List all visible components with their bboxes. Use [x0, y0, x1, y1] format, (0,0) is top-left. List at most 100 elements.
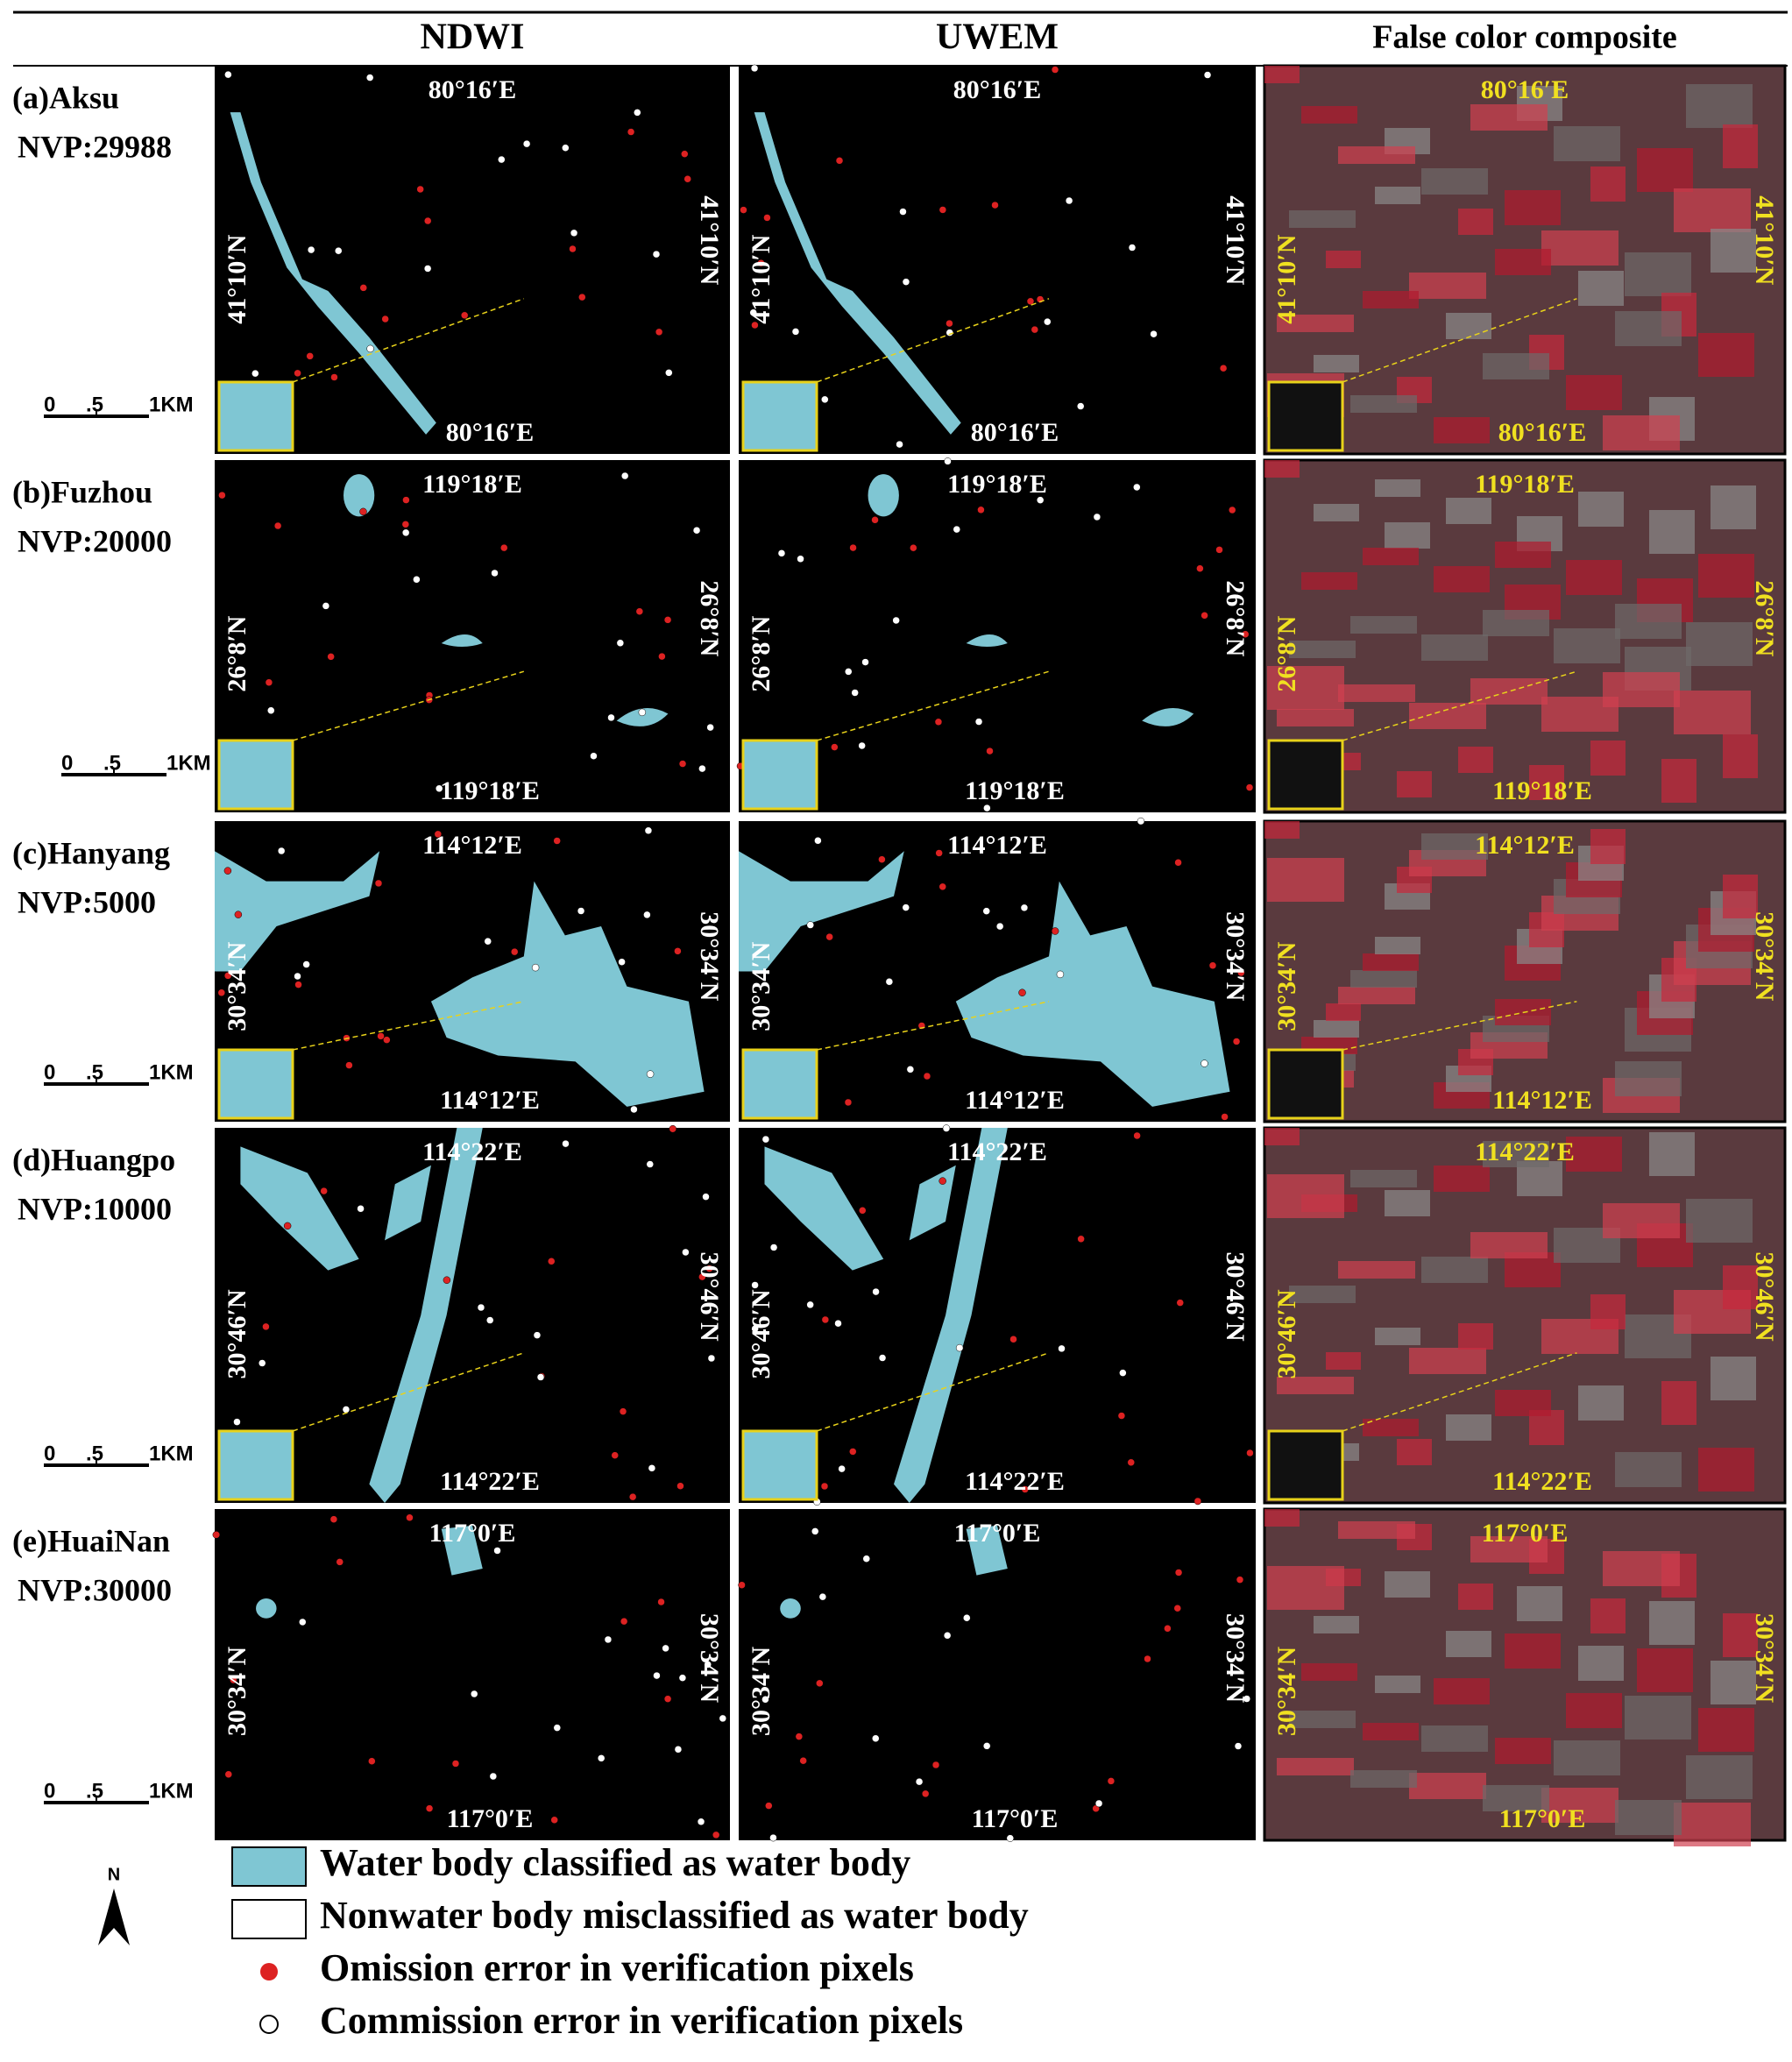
- lat-label-right: 41°10′N: [695, 195, 724, 285]
- fcc-patch: [1517, 1586, 1562, 1621]
- commission-dot: [357, 1205, 365, 1213]
- commission-dot: [493, 1547, 501, 1555]
- fcc-patch: [1649, 1132, 1695, 1176]
- fcc-patch: [1421, 168, 1488, 195]
- commission-dot: [616, 639, 625, 648]
- commission-dot: [692, 526, 701, 535]
- fcc-patch: [1686, 622, 1753, 666]
- fcc-patch: [1314, 1020, 1359, 1038]
- omission-dot: [674, 947, 682, 955]
- fcc-patch: [1277, 709, 1354, 726]
- omission-dot: [663, 616, 672, 624]
- fcc-patch: [1554, 126, 1620, 161]
- commission-dot: [662, 1644, 669, 1653]
- fcc-patch: [1649, 510, 1695, 554]
- inset-leader: [816, 670, 1050, 741]
- commission-dot: [1241, 630, 1250, 638]
- commission-dot: [643, 911, 651, 919]
- commission-dot: [590, 752, 598, 760]
- commission-dot: [806, 1300, 814, 1309]
- omission-dot: [425, 1804, 434, 1812]
- omission-dot: [443, 1276, 451, 1284]
- lat-label-left: 30°46′N: [223, 1289, 251, 1378]
- commission-dot: [607, 713, 615, 722]
- commission-dot: [1228, 506, 1236, 514]
- water-body: [966, 634, 1008, 648]
- map-panel: 114°22′E 114°22′E 30°46′N 30°46′N: [739, 1124, 1256, 1506]
- lon-label-bottom: 117°0′E: [972, 1804, 1059, 1833]
- commission-dot: [485, 1316, 494, 1324]
- fcc-patch: [1458, 747, 1493, 773]
- commission-dot: [818, 1592, 827, 1601]
- commission-dot: [646, 1160, 655, 1168]
- commission-dot: [706, 723, 714, 732]
- omission-dot: [553, 837, 561, 845]
- lon-label-top: 117°0′E: [1482, 1519, 1569, 1548]
- water-body: [369, 1128, 483, 1503]
- column-header: False color composite: [1372, 19, 1677, 56]
- row-nvp: NVP:20000: [18, 523, 172, 558]
- commission-dot: [470, 1690, 478, 1698]
- commission-dot: [995, 922, 1004, 931]
- commission-dot: [738, 1581, 746, 1589]
- omission-dot: [712, 1831, 720, 1839]
- scale-label: 0: [61, 751, 73, 775]
- omission-dot: [359, 507, 367, 516]
- fcc-patch: [1385, 1190, 1430, 1216]
- inset-leader: [816, 298, 1050, 383]
- water-body: [754, 112, 961, 435]
- fcc-patch: [1338, 684, 1415, 702]
- lat-label-left: 30°34′N: [223, 941, 251, 1031]
- inset: [741, 1429, 818, 1501]
- commission-dot: [698, 764, 706, 773]
- commission-dot: [862, 1555, 871, 1562]
- omission-dot: [460, 311, 469, 320]
- fcc-patch: [1267, 858, 1344, 902]
- commission-dot: [1117, 1412, 1126, 1420]
- fcc-patch: [1326, 251, 1361, 268]
- fcc-patch: [1723, 875, 1758, 918]
- legend-swatch: [231, 1899, 307, 1939]
- omission-dot: [230, 1676, 237, 1684]
- fcc-patch: [1446, 498, 1491, 524]
- fcc-patch: [1326, 1003, 1361, 1021]
- commission-dot: [634, 109, 641, 117]
- lon-label-top: 119°18′E: [1475, 470, 1575, 499]
- omission-dot: [705, 1265, 713, 1272]
- lon-label-bottom: 80°16′E: [446, 418, 534, 447]
- fcc-patch: [1566, 375, 1622, 410]
- omission-dot: [627, 128, 635, 136]
- commission-dot: [1006, 1834, 1015, 1842]
- omission-dot: [377, 1032, 385, 1040]
- commission-dot: [1237, 968, 1245, 977]
- lat-label-left: 41°10′N: [747, 234, 776, 323]
- lat-label-right: 30°34′N: [1750, 911, 1779, 1001]
- fcc-patch: [1698, 1448, 1754, 1492]
- omission-dot: [619, 1407, 627, 1415]
- commission-dot: [849, 543, 857, 552]
- scale-label: 0: [44, 1060, 55, 1084]
- commission-dot: [858, 741, 866, 750]
- fcc-patch: [1264, 460, 1300, 478]
- commission-dot: [797, 555, 804, 563]
- row-label: (c)Hanyang: [12, 835, 170, 870]
- commission-dot: [1137, 817, 1145, 826]
- row-label: (e)HuaiNan: [12, 1523, 170, 1558]
- fcc-patch: [1495, 249, 1551, 275]
- fcc-patch: [1409, 273, 1486, 299]
- commission-dot: [630, 1105, 638, 1114]
- fcc-patch: [1434, 1166, 1490, 1192]
- commission-dot: [401, 528, 410, 537]
- map-panel: 114°12′E 114°12′E 30°34′N 30°34′N: [1263, 819, 1787, 1123]
- fcc-patch: [1289, 641, 1356, 658]
- omission-dot: [294, 981, 302, 988]
- commission-dot: [1058, 1344, 1066, 1353]
- commission-dot: [342, 1406, 351, 1414]
- omission-dot: [684, 174, 691, 183]
- fcc-patch: [1264, 821, 1300, 839]
- commission-dot: [618, 958, 626, 966]
- legend-swatch: [231, 1846, 307, 1887]
- commission-dot: [1077, 1235, 1085, 1244]
- commission-dot: [682, 1248, 690, 1257]
- lat-label-left: 30°34′N: [747, 1647, 776, 1736]
